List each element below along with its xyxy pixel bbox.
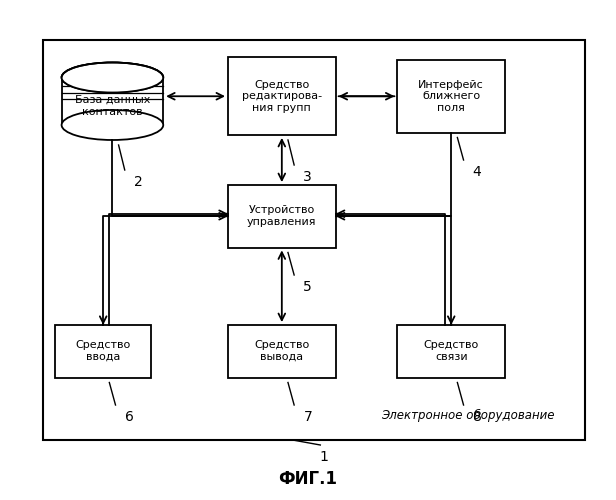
Bar [43, 40, 585, 440]
Text: Электронное оборудование: Электронное оборудование [381, 410, 555, 422]
Bar [228, 325, 336, 378]
Text: 8: 8 [473, 410, 482, 424]
Text: 7: 7 [304, 410, 312, 424]
Text: Средство
связи: Средство связи [424, 340, 479, 362]
Text: Средство
редактирова-
ния групп: Средство редактирова- ния групп [241, 80, 322, 113]
Text: 2: 2 [134, 175, 143, 189]
Text: Устройство
управления: Устройство управления [247, 206, 317, 227]
Ellipse shape [62, 110, 163, 140]
Bar [397, 60, 505, 132]
Bar [228, 58, 336, 135]
Bar [397, 325, 505, 378]
Text: ФИГ.1: ФИГ.1 [278, 470, 338, 488]
Text: 4: 4 [473, 165, 482, 179]
Text: 6: 6 [124, 410, 134, 424]
Ellipse shape [62, 62, 163, 92]
Ellipse shape [62, 62, 163, 92]
Text: 1: 1 [319, 450, 328, 464]
Text: Средство
ввода: Средство ввода [76, 340, 131, 362]
Text: 3: 3 [304, 170, 312, 184]
Text: Средство
вывода: Средство вывода [254, 340, 309, 362]
Bar [228, 185, 336, 248]
Bar [55, 325, 151, 378]
Text: 5: 5 [304, 280, 312, 294]
Text: База данных
контактов: База данных контактов [75, 95, 150, 116]
Text: Интерфейс
ближнего
поля: Интерфейс ближнего поля [418, 80, 484, 113]
